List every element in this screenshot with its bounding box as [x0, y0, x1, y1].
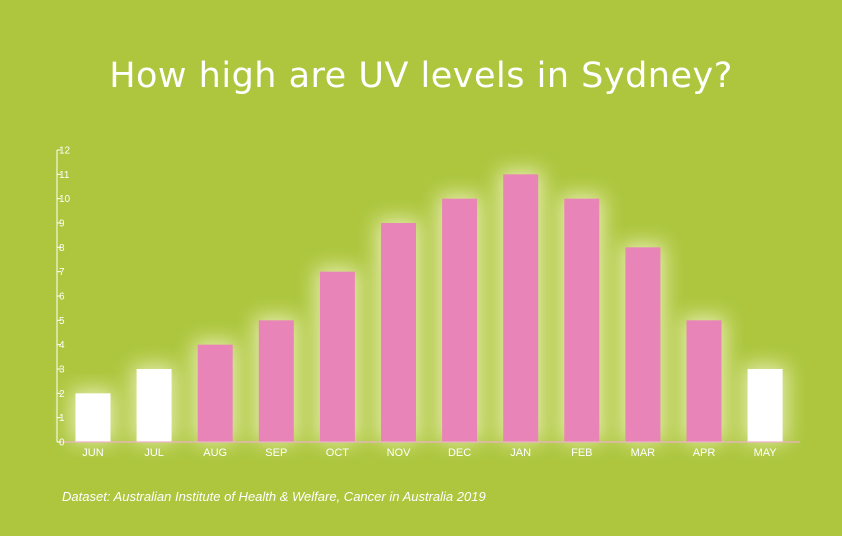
- bar-oct: [319, 271, 355, 442]
- y-tick-label: 12: [59, 146, 71, 157]
- y-tick-label: 0: [59, 438, 65, 449]
- bar-jun: [75, 393, 111, 442]
- y-tick-label: 5: [59, 316, 65, 327]
- bar-glow-layer: [71, 170, 787, 443]
- bar-sep: [258, 320, 294, 442]
- y-tick-label: 7: [59, 267, 65, 278]
- x-tick-label: OCT: [326, 447, 350, 459]
- bar-may: [747, 369, 783, 442]
- x-tick-label: NOV: [387, 447, 412, 459]
- y-tick-label: 4: [59, 340, 65, 351]
- y-tick-label: 1: [59, 413, 65, 424]
- x-tick-label: APR: [693, 447, 716, 459]
- bar-feb: [564, 198, 600, 442]
- x-tick-label: JAN: [510, 447, 531, 459]
- x-tick-label: JUN: [82, 447, 103, 459]
- bar-aug: [197, 344, 233, 442]
- x-tick-label: MAY: [754, 447, 778, 459]
- bar-apr: [686, 320, 722, 442]
- x-tick-label: FEB: [571, 447, 592, 459]
- x-tick-label: MAR: [631, 447, 656, 459]
- y-tick-label: 6: [59, 292, 65, 303]
- bar-nov: [381, 223, 416, 442]
- y-tick-label: 10: [59, 194, 71, 205]
- y-tick-label: 2: [59, 389, 65, 400]
- x-tick-label: AUG: [203, 447, 227, 459]
- y-tick-label: 11: [59, 170, 70, 181]
- bar-jul: [136, 369, 172, 442]
- source-note: Dataset: Australian Institute of Health …: [62, 489, 486, 504]
- y-tick-label: 8: [59, 243, 65, 254]
- y-tick-label: 3: [59, 365, 65, 376]
- bar-jan: [503, 174, 539, 443]
- bar-dec: [442, 198, 478, 442]
- y-tick-label: 9: [59, 219, 65, 230]
- bar-mar: [625, 247, 661, 442]
- bars-layer: [75, 174, 783, 443]
- x-tick-label: JUL: [144, 447, 164, 459]
- x-axis-labels: JUN JUL AUG SEP OCT NOV DEC JAN FEB MAR APR MAY: [82, 447, 777, 459]
- x-tick-label: SEP: [265, 447, 287, 459]
- chart-title: How high are UV levels in Sydney?: [109, 56, 733, 96]
- x-tick-label: DEC: [448, 447, 471, 459]
